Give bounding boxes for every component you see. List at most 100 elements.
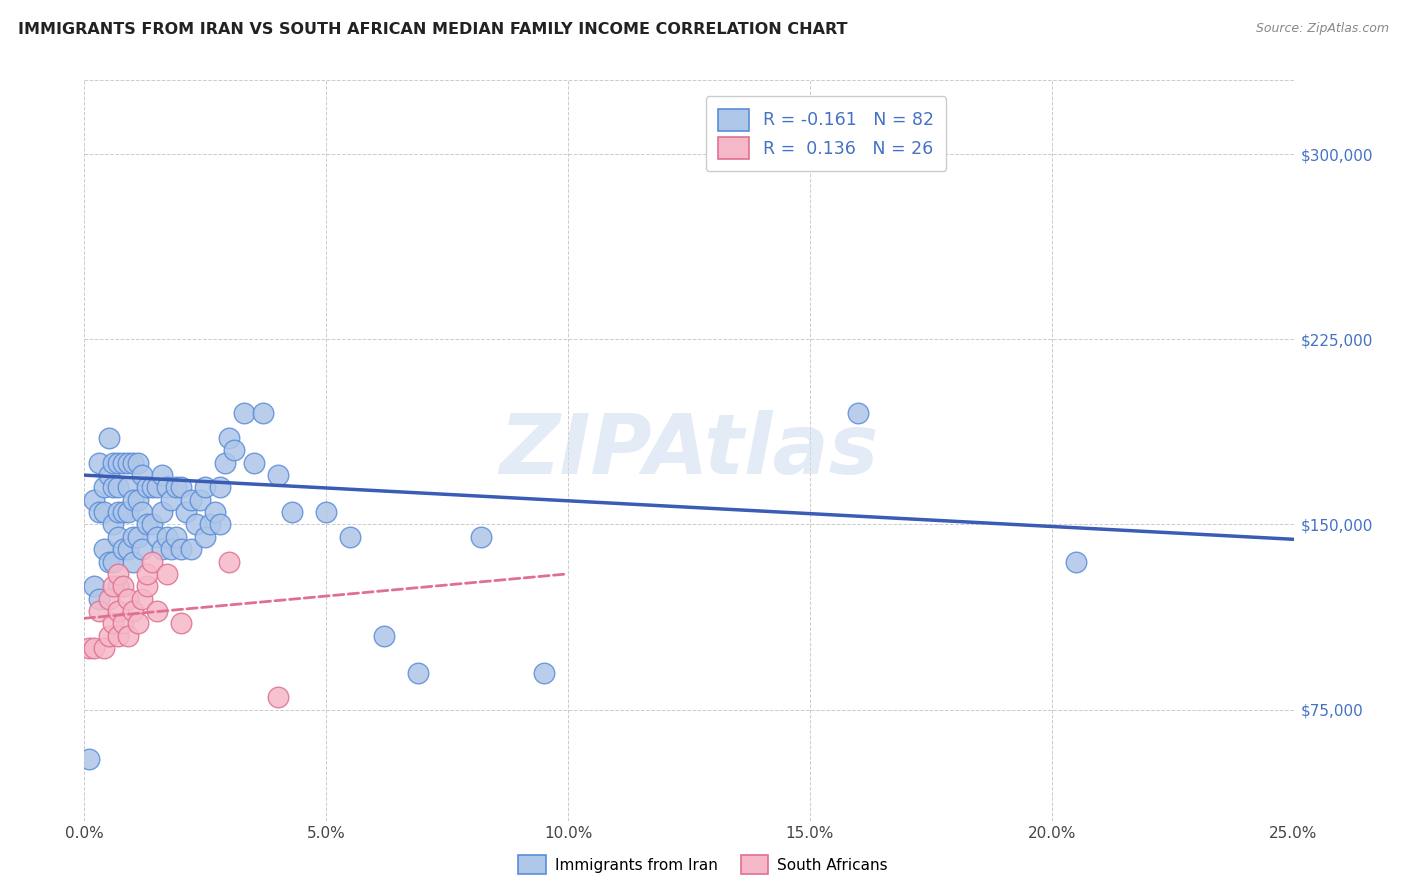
Point [155,566,177,581]
Text: Source: ZipAtlas.com: Source: ZipAtlas.com [1256,22,1389,36]
Point [208,480,231,494]
Point [267,468,290,483]
Text: IMMIGRANTS FROM IRAN VS SOUTH AFRICAN MEDIAN FAMILY INCOME CORRELATION CHART: IMMIGRANTS FROM IRAN VS SOUTH AFRICAN ME… [18,22,848,37]
Point [117,456,139,470]
Point [107,456,129,470]
Point [224,443,246,458]
Point [373,628,395,642]
Point [170,480,193,494]
Point [127,616,149,631]
Point [136,566,159,581]
Point [470,530,492,544]
Point [121,554,143,569]
Point [121,604,143,618]
Point [107,566,129,581]
Point [180,492,202,507]
Point [107,579,129,593]
Point [103,616,125,631]
Point [83,579,105,593]
Point [97,628,120,642]
Point [160,542,183,557]
Point [155,480,177,494]
Point [103,480,125,494]
Point [112,456,135,470]
Point [150,505,173,519]
Point [165,530,187,544]
Point [846,407,869,421]
Point [107,505,129,519]
Point [1064,554,1087,569]
Point [112,542,135,557]
Point [117,542,139,557]
Point [214,456,236,470]
Point [127,530,149,544]
Point [131,542,153,557]
Point [146,530,169,544]
Point [131,468,153,483]
Point [107,628,129,642]
Point [93,480,115,494]
Point [170,616,193,631]
Point [170,542,193,557]
Point [194,480,217,494]
Point [103,517,125,532]
Point [87,604,110,618]
Point [180,542,202,557]
Point [165,480,187,494]
Point [150,542,173,557]
Point [141,517,163,532]
Point [194,530,217,544]
Text: ZIPAtlas: ZIPAtlas [499,410,879,491]
Point [112,505,135,519]
Point [112,579,135,593]
Point [121,530,143,544]
Point [198,517,221,532]
Point [83,640,105,655]
Point [103,554,125,569]
Point [136,579,159,593]
Point [160,492,183,507]
Point [87,456,110,470]
Point [107,480,129,494]
Legend: R = -0.161   N = 82, R =  0.136   N = 26: R = -0.161 N = 82, R = 0.136 N = 26 [706,96,946,171]
Point [131,591,153,606]
Point [281,505,304,519]
Point [112,616,135,631]
Point [77,752,100,766]
Point [190,492,212,507]
Point [97,554,120,569]
Point [146,480,169,494]
Point [155,530,177,544]
Point [208,517,231,532]
Point [117,505,139,519]
Point [150,468,173,483]
Point [146,604,169,618]
Point [97,431,120,445]
Point [93,505,115,519]
Point [218,431,240,445]
Point [121,492,143,507]
Point [131,505,153,519]
Point [315,505,337,519]
Point [184,517,207,532]
Point [121,456,143,470]
Point [117,628,139,642]
Point [406,665,429,680]
Point [97,591,120,606]
Point [252,407,274,421]
Point [77,640,100,655]
Point [87,591,110,606]
Point [174,505,197,519]
Point [103,456,125,470]
Point [87,505,110,519]
Point [267,690,290,705]
Point [218,554,240,569]
Point [107,604,129,618]
Point [339,530,361,544]
Point [141,554,163,569]
Point [141,480,163,494]
Point [136,480,159,494]
Point [93,542,115,557]
Point [127,492,149,507]
Point [233,407,256,421]
